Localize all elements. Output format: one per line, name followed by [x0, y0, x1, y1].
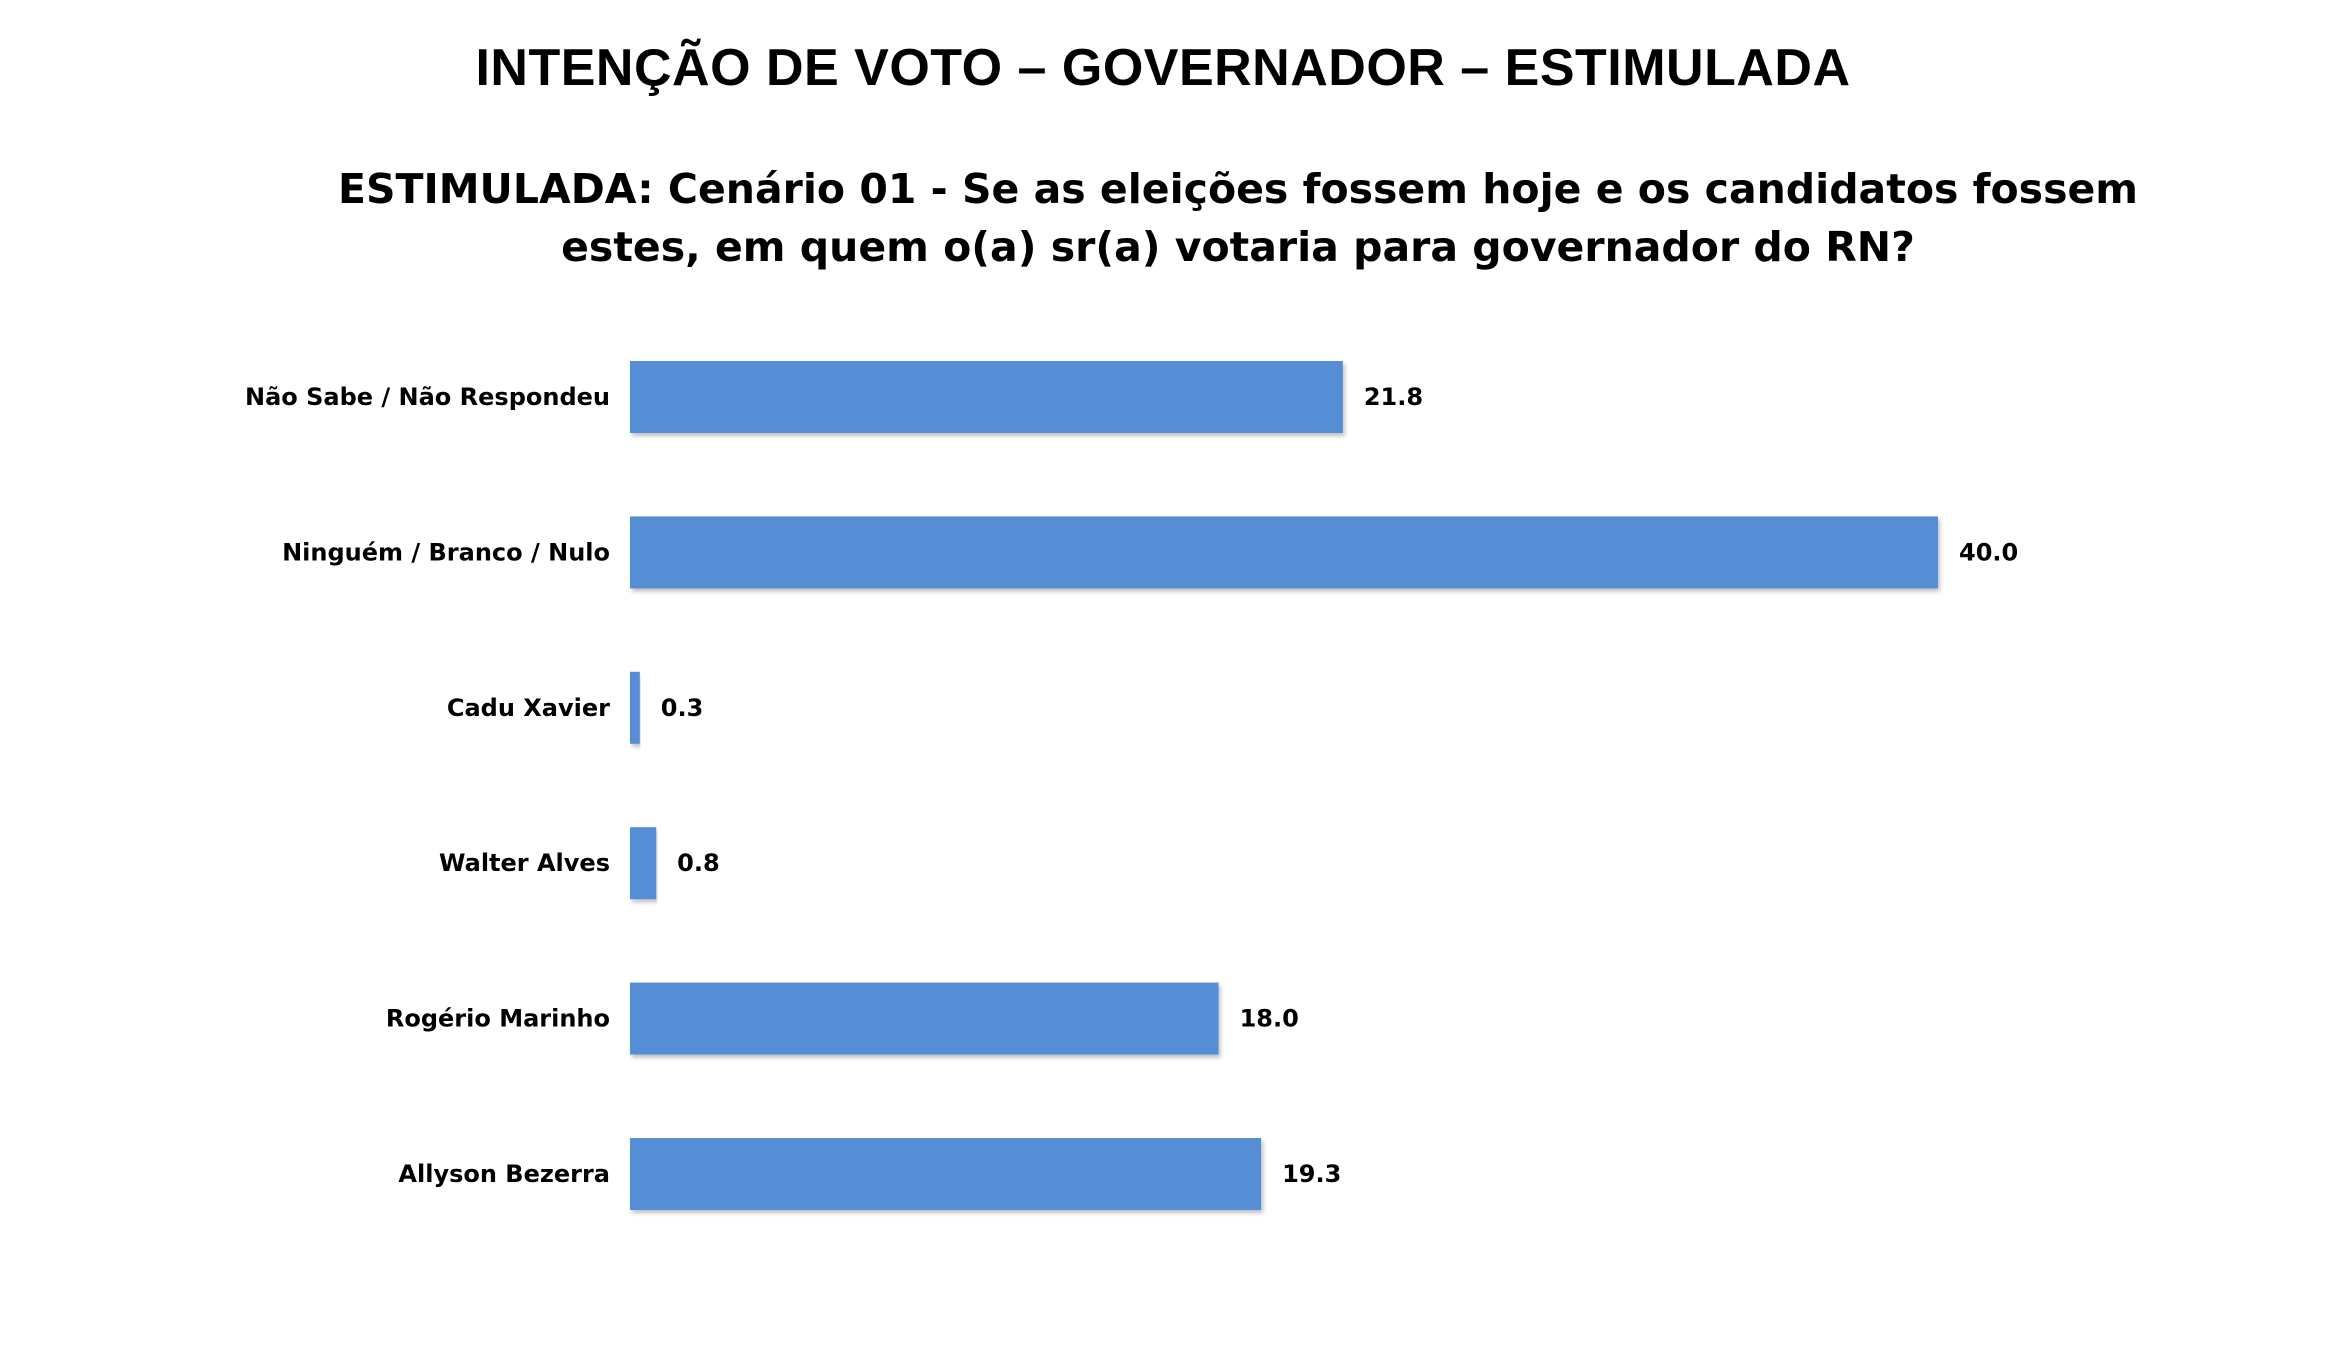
category-label: Ninguém / Branco / Nulo: [282, 538, 610, 566]
page-title: INTENÇÃO DE VOTO – GOVERNADOR – ESTIMULA…: [475, 39, 1851, 97]
bar: [630, 361, 1343, 433]
value-label: 0.3: [661, 694, 704, 722]
value-label: 21.8: [1364, 383, 1423, 411]
plot-area: Não Sabe / Não Respondeu 21.8 Ninguém / Br…: [245, 361, 2018, 1210]
category-label: Rogério Marinho: [386, 1005, 610, 1033]
bar: [630, 827, 657, 900]
bar: [630, 982, 1219, 1055]
category-label: Allyson Bezerra: [398, 1160, 610, 1188]
value-label: 40.0: [1959, 538, 2018, 566]
category-label: Walter Alves: [439, 849, 610, 877]
bar: [630, 516, 1938, 589]
chart-subtitle: ESTIMULADA: Cenário 01 - Se as eleições …: [337, 165, 2139, 271]
value-label: 19.3: [1282, 1160, 1341, 1188]
bar: [630, 1138, 1262, 1210]
category-label: Cadu Xavier: [447, 694, 610, 722]
value-label: 18.0: [1240, 1005, 1299, 1033]
bar: [630, 671, 640, 744]
category-label: Não Sabe / Não Respondeu: [245, 383, 610, 411]
value-label: 0.8: [677, 849, 720, 877]
